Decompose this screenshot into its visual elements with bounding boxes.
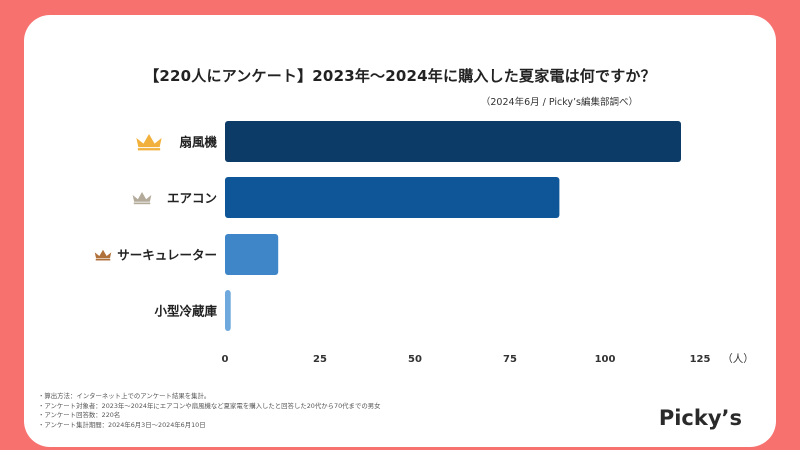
x-tick-label-75: 75: [503, 354, 517, 365]
crown-icon-rank-1: [136, 133, 162, 151]
bar-4: [225, 290, 231, 331]
note-target: ・アンケート対象者：2023年～2024年にエアコンや扇風機など夏家電を購入した…: [38, 401, 381, 410]
bar-1: [225, 121, 681, 162]
x-tick-label-125: 125: [690, 354, 711, 365]
chart-card: 【220人にアンケート】2023年～2024年に購入した夏家電は何ですか？ （2…: [24, 15, 776, 447]
chart-title: 【220人にアンケート】2023年～2024年に購入した夏家電は何ですか？: [144, 67, 656, 85]
note-period: ・アンケート集計期間：2024年6月3日～2024年6月10日: [38, 420, 206, 429]
category-label-3: サーキュレーター: [117, 248, 217, 263]
crown-icon-rank-2: [132, 192, 152, 205]
category-label-1: 扇風機: [179, 135, 217, 150]
brand-logo: Picky’s: [658, 406, 742, 430]
note-method: ・算出方法：インターネット上でのアンケート結果を集計。: [38, 392, 211, 400]
category-label-4: 小型冷蔵庫: [153, 304, 217, 319]
survey-notes: ・算出方法：インターネット上でのアンケート結果を集計。 ・アンケート対象者：20…: [38, 392, 381, 430]
x-tick-label-100: 100: [595, 354, 616, 365]
bar-2: [225, 177, 560, 218]
x-tick-label-50: 50: [408, 354, 422, 365]
note-count: ・アンケート回答数：220名: [38, 411, 121, 420]
x-tick-label-25: 25: [313, 354, 327, 365]
bar-3: [225, 234, 279, 275]
crown-icon-rank-3: [94, 249, 112, 261]
chart-subtitle: （2024年6月 / Picky’s編集部調べ）: [480, 97, 638, 108]
x-unit-label: （人）: [722, 353, 754, 365]
x-tick-label-0: 0: [222, 354, 229, 365]
category-label-2: エアコン: [167, 191, 217, 206]
